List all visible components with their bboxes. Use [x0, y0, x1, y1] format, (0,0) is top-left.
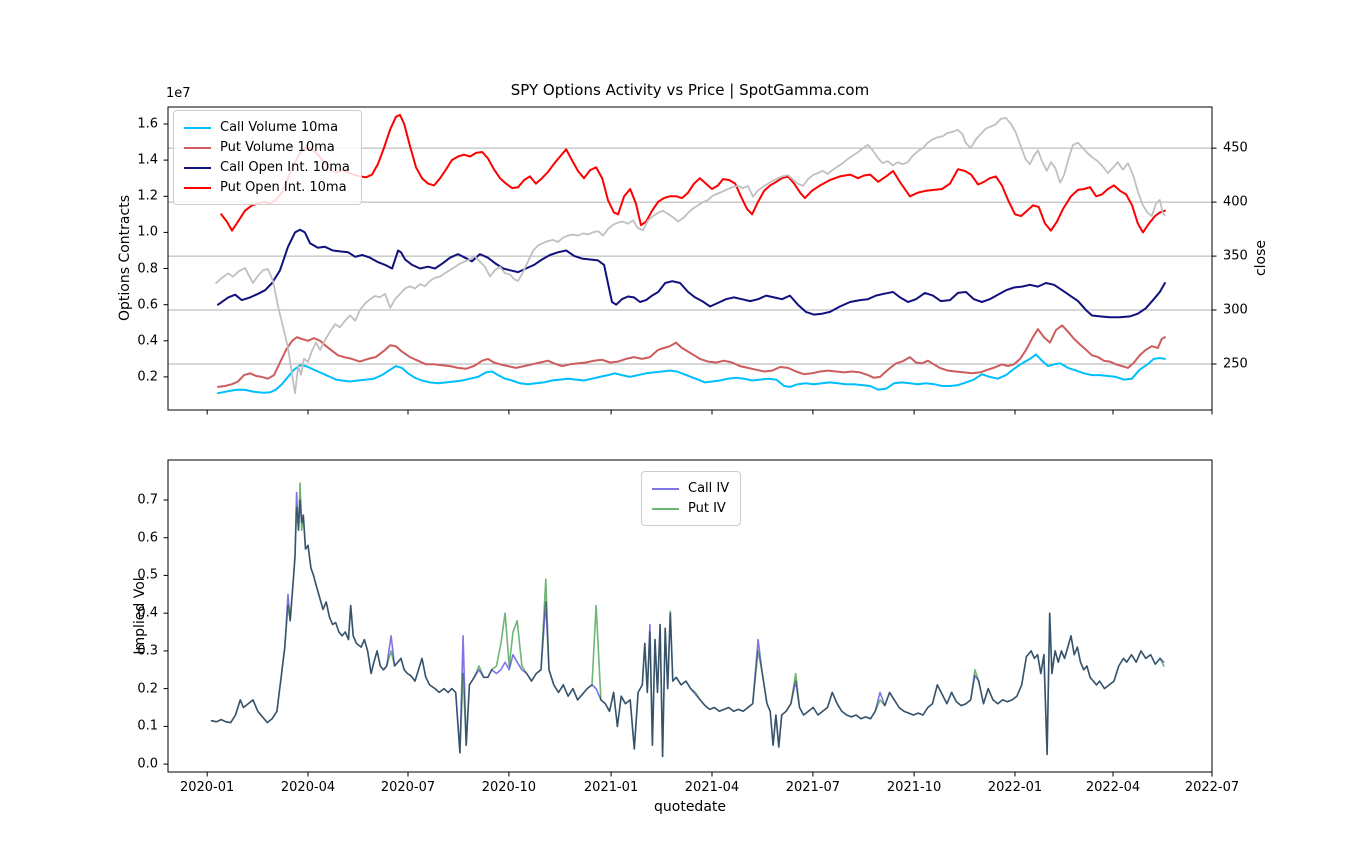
legend-label: Put IV	[688, 501, 726, 516]
legend-entry-put-volume: Put Volume 10ma	[184, 138, 350, 158]
contracts-ytick-label: 1.4	[137, 152, 158, 168]
legend-entry-call-volume: Call Volume 10ma	[184, 118, 350, 138]
contracts-ytick-label: 1.0	[137, 224, 158, 240]
implied-vol-ytick-label: 0.1	[137, 718, 158, 734]
legend-entry-put-iv: Put IV	[652, 499, 729, 519]
legend-label: Call Open Int. 10ma	[220, 160, 350, 175]
legend-entry-call-iv: Call IV	[652, 479, 729, 499]
close-ytick-label: 250	[1223, 356, 1248, 372]
x-tick-label: 2020-04	[280, 780, 336, 795]
put-volume-line-sample-icon	[184, 147, 211, 149]
top-left-axis-label: Options Contracts	[117, 195, 133, 321]
legend-label: Put Volume 10ma	[220, 140, 335, 155]
x-tick-label: 2021-04	[684, 780, 740, 795]
close-ytick-label: 450	[1223, 140, 1248, 156]
x-tick-label: 2022-04	[1085, 780, 1141, 795]
x-axis-label: quotedate	[654, 799, 726, 815]
top-right-axis-label: close	[1253, 239, 1269, 277]
close-ytick-label: 300	[1223, 302, 1248, 318]
implied-vol-ytick-label: 0.4	[137, 605, 158, 621]
put-iv-line-sample-icon	[652, 508, 679, 510]
implied-vol-ytick-label: 0.2	[137, 681, 158, 697]
put-open-interest-line-sample-icon	[184, 187, 211, 189]
legend-entry-call-open-interest: Call Open Int. 10ma	[184, 158, 350, 178]
implied-vol-ytick-label: 0.0	[137, 756, 158, 772]
x-tick-label: 2022-07	[1184, 780, 1240, 795]
contracts-ytick-label: 0.4	[137, 333, 158, 349]
legend-label: Call Volume 10ma	[220, 120, 339, 135]
legend-label: Put Open Int. 10ma	[220, 180, 347, 195]
contracts-ytick-label: 0.6	[137, 297, 158, 313]
call-iv-line-sample-icon	[652, 488, 679, 490]
contracts-ytick-label: 1.2	[137, 188, 158, 204]
close-ytick-label: 350	[1223, 248, 1248, 264]
implied-vol-ytick-label: 0.3	[137, 643, 158, 659]
contracts-ytick-label: 0.2	[137, 369, 158, 385]
x-tick-label: 2021-07	[785, 780, 841, 795]
x-tick-label: 2020-01	[179, 780, 235, 795]
contracts-ytick-label: 0.8	[137, 261, 158, 277]
chart-title: SPY Options Activity vs Price | SpotGamm…	[510, 81, 870, 99]
legend-label: Call IV	[688, 481, 730, 496]
x-tick-label: 2022-01	[987, 780, 1043, 795]
x-tick-label: 2021-01	[583, 780, 639, 795]
x-tick-label: 2020-10	[481, 780, 537, 795]
implied-vol-ytick-label: 0.7	[137, 492, 158, 508]
implied-vol-ytick-label: 0.6	[137, 530, 158, 546]
legend-entry-put-open-interest: Put Open Int. 10ma	[184, 178, 350, 198]
call-open-interest-line-sample-icon	[184, 167, 211, 169]
call-volume-line-sample-icon	[184, 127, 211, 129]
close-ytick-label: 400	[1223, 194, 1248, 210]
contracts-ytick-label: 1.6	[137, 116, 158, 132]
implied-vol-ytick-label: 0.5	[137, 567, 158, 583]
bottom-chart-legend: Call IV Put IV	[641, 471, 742, 526]
x-tick-label: 2020-07	[380, 780, 436, 795]
top-chart-legend: Call Volume 10ma Put Volume 10ma Call Op…	[173, 110, 362, 205]
x-tick-label: 2021-10	[886, 780, 942, 795]
left-axis-offset-label: 1e7	[166, 86, 191, 101]
